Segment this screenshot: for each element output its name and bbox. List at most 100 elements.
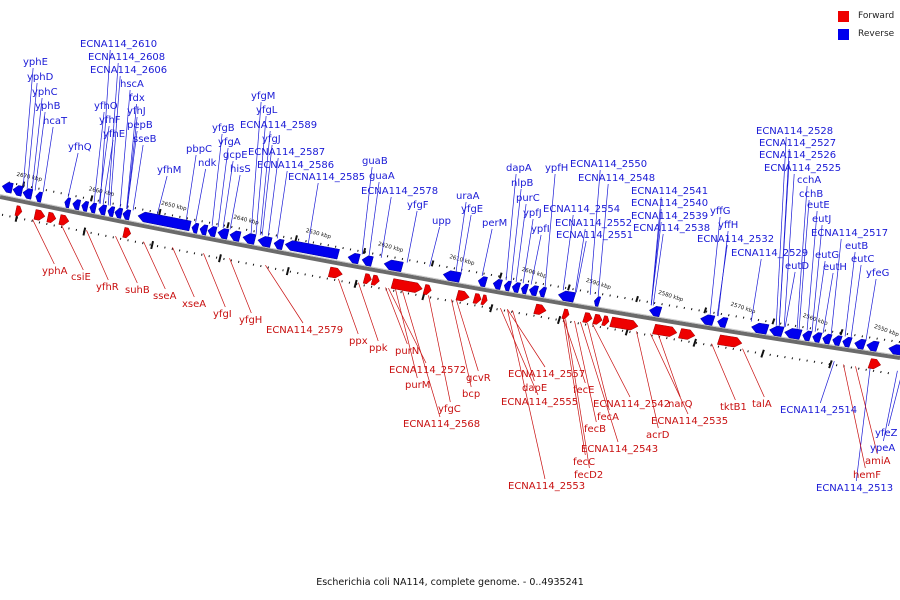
gene-leader-line [515,203,527,283]
gene-leader-line [115,235,138,284]
reverse-gene-label: eutC [851,254,874,265]
reverse-gene-label: yfhJ [127,106,146,117]
forward-gene-arrow [58,214,70,226]
kb-label: 2670 kbp [16,172,43,183]
gene-leader-line [406,210,418,263]
ruler-tick [349,248,352,251]
gene-leader-line [395,289,418,379]
ruler-tick [584,323,587,326]
reverse-gene-arrow [503,280,512,292]
forward-gene-label: ECNA114_2572 [389,365,466,376]
gene-leader-line [650,333,689,415]
reverse-gene-label: yphE [23,57,48,68]
gene-leader-line [172,247,195,298]
gene-leader-line [750,258,762,322]
reverse-gene-label: ECNA114_2525 [764,163,841,174]
reverse-gene-label: eutJ [812,214,831,225]
reverse-gene-label: eutH [823,262,847,273]
reverse-gene-label: ECNA114_2550 [570,159,647,170]
forward-gene-label: fecE [573,385,595,396]
forward-gene-label: amiA [865,456,891,467]
ruler-tick [742,316,745,319]
gene-leader-line [61,225,84,271]
gene-leader-line [850,264,862,338]
forward-gene-arrow [390,278,423,293]
reverse-gene-arrow [832,335,843,346]
ruler-tick [765,320,767,323]
reverse-gene-label: pepB [127,120,153,131]
forward-swatch-icon [838,10,849,22]
ruler-tick [747,350,749,353]
ruler-major-tick [489,304,494,313]
gene-leader-line [522,218,534,284]
reverse-gene-arrow [751,322,770,335]
forward-gene-label: yfgC [438,404,461,415]
reverse-gene-label: fdx [129,93,145,104]
reverse-gene-arrow [35,191,43,203]
ruler-tick [725,346,727,349]
reverse-gene-label: ECNA114_2548 [578,173,655,184]
ruler-major-tick [828,360,833,369]
ruler-tick [342,246,344,250]
ruler-tick [631,298,634,301]
ruler-tick [503,309,506,312]
ruler-tick [312,241,315,244]
ruler-tick [609,294,611,297]
reverse-gene-label: yphB [35,101,61,112]
gene-leader-line [798,199,810,330]
ruler-tick [876,337,878,340]
ruler-major-tick [498,272,503,279]
forward-gene-arrow [601,315,610,326]
ruler-tick [437,297,439,300]
reverse-gene-arrow [866,340,880,352]
forward-gene-label: purM [405,380,430,391]
ruler-tick [676,305,678,308]
gene-leader-line [361,166,373,255]
reverse-gene-arrow [114,207,124,219]
ruler-tick [690,308,693,311]
gene-leader-line [156,175,168,216]
gene-labels: yphE yphD yphC yphB hcaT ECNA114_2610 ECNA114_… [23,39,898,494]
reverse-gene-label: guaA [369,171,395,182]
ruler-tick [728,314,730,317]
gene-leader-line [456,300,479,372]
genome-backbone [0,195,900,360]
gene-leader-line [132,144,144,211]
reverse-gene-label: ECNA114_2532 [697,234,774,245]
reverse-gene-label: yfgJ [262,134,281,145]
reverse-gene-label: ypfI [531,224,550,235]
reverse-gene-label: upp [432,216,451,227]
ruler-tick [512,277,515,280]
forward-gene-label: ECNA114_2555 [501,397,578,408]
gene-leader-line [592,323,631,398]
reverse-gene-label: ypeA [870,443,895,454]
reverse-gene-label: cchB [799,189,823,200]
ruler-tick [668,304,671,307]
reverse-gene-label: eutE [807,200,830,211]
ruler-tick [394,256,396,259]
ruler-major-tick [294,235,298,242]
gene-leader-line [711,343,736,401]
gene-leader-line [86,230,109,281]
gene-leader-line [652,233,664,306]
gene-leader-line [855,366,871,482]
ruler-tick [466,302,469,306]
ruler-tick [614,328,616,331]
gene-leader-line [368,181,380,256]
ruler-tick [624,296,626,300]
ruler-major-tick [703,307,708,314]
ruler-tick [816,328,819,331]
forward-gene-label: xseA [182,299,206,310]
forward-gene-label: ppk [369,343,388,354]
kb-label: 2620 kbp [377,241,404,254]
ruler-major-tick [158,208,162,216]
forward-gene-arrow [678,328,696,340]
ruler-tick [364,251,367,254]
reverse-gene-label: yffG [710,206,731,217]
ruler-major-tick [82,227,87,236]
ruler-tick [579,289,582,292]
gene-leader-line [658,334,681,398]
reverse-gene-label: ECNA114_2529 [731,248,808,259]
forward-gene-label: gcvR [466,373,491,384]
gene-leader-line [126,103,137,210]
